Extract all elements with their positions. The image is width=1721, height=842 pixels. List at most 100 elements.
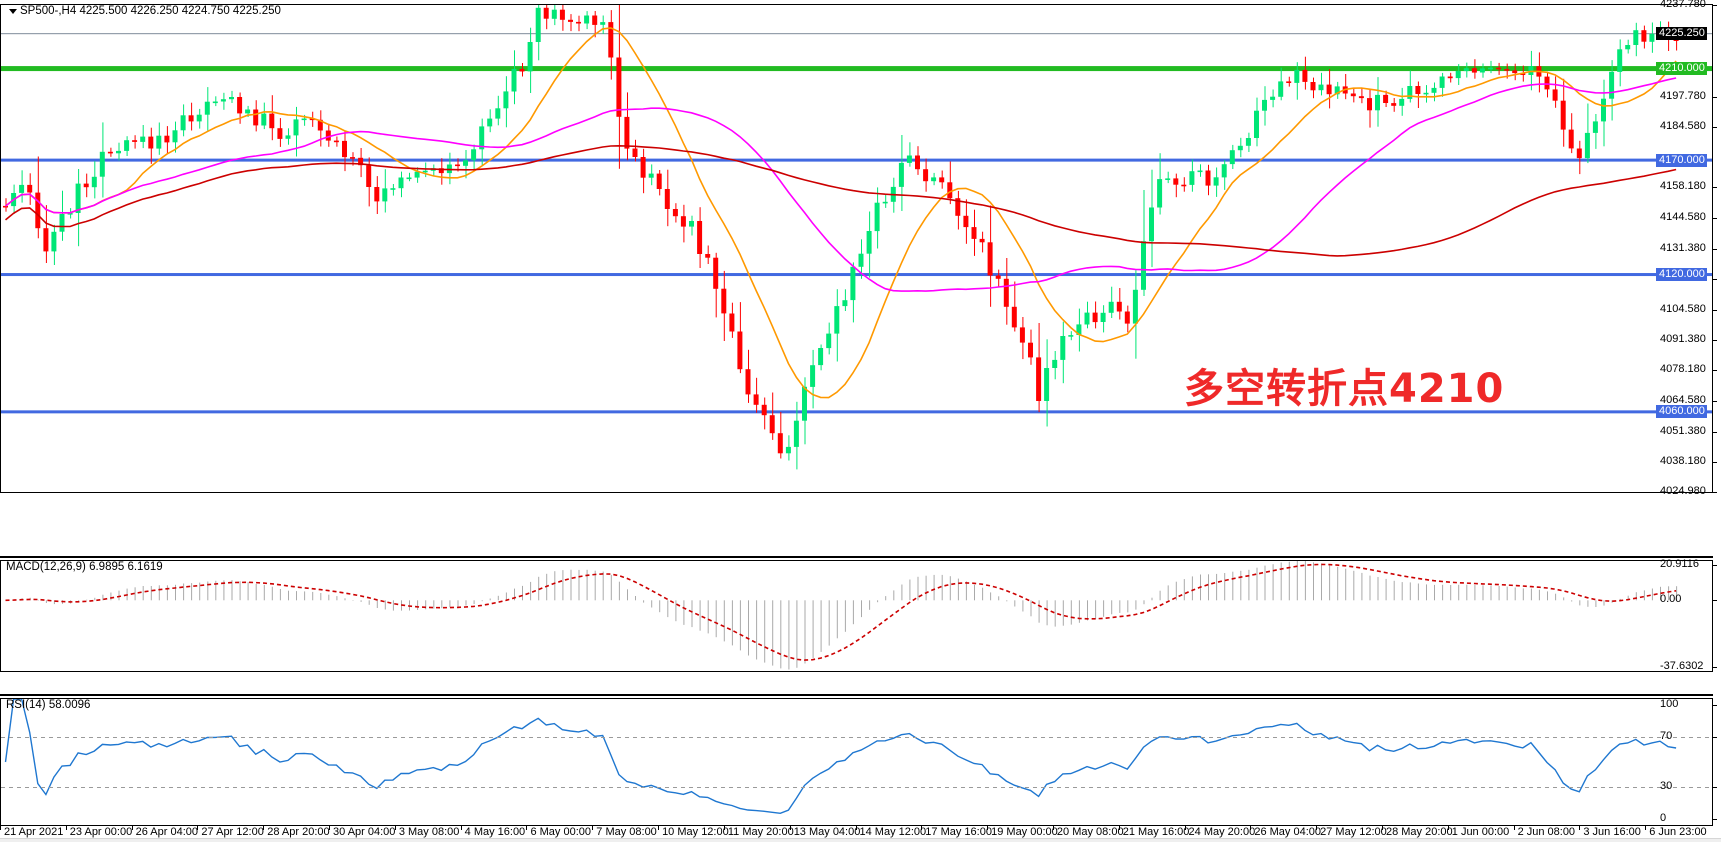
time-axis-tick — [1052, 826, 1054, 830]
time-axis-label: 2 Jun 08:00 — [1517, 826, 1576, 838]
time-axis-label: 1 Jun 00:00 — [1451, 826, 1510, 838]
time-axis-tick — [987, 826, 989, 830]
axis-tick — [1713, 401, 1717, 403]
time-axis-tick — [263, 826, 265, 830]
axis-tick — [1713, 5, 1717, 6]
price-axis-tick-4158.180: 4158.180 — [1660, 180, 1706, 193]
time-axis-label: 17 May 16:00 — [925, 826, 992, 838]
macd-axis-tick-max: 20.9116 — [1660, 558, 1699, 570]
price-tag-4060.000: 4060.000 — [1656, 405, 1707, 419]
axis-tick — [1713, 187, 1717, 189]
price-axis-tick-4051.380: 4051.380 — [1660, 424, 1706, 437]
panel-separator-rsi — [0, 694, 1713, 696]
time-axis-label: 7 May 08:00 — [596, 826, 657, 838]
axis-tick — [1713, 309, 1717, 311]
time-axis-label: 3 May 08:00 — [398, 826, 460, 838]
time-axis-label: 10 May 12:00 — [662, 826, 729, 838]
time-axis-tick — [1250, 826, 1252, 830]
time-axis-label: 11 May 20:00 — [727, 826, 794, 838]
price-axis-tick-4197.780: 4197.780 — [1660, 89, 1706, 102]
macd-axis-tick-min: -37.6302 — [1660, 660, 1704, 672]
axis-tick — [1713, 705, 1717, 706]
time-axis-tick — [329, 826, 331, 830]
axis-tick — [1713, 819, 1717, 820]
rsi-axis-tick-30: 30 — [1660, 780, 1673, 793]
time-axis-tick — [526, 826, 528, 830]
macd-plot-area[interactable] — [1, 561, 1712, 671]
price-axis-tick-4078.180: 4078.180 — [1660, 363, 1706, 376]
rsi-plot-area[interactable] — [1, 699, 1712, 825]
time-axis-label: 3 Jun 16:00 — [1583, 826, 1641, 838]
axis-tick — [1713, 96, 1717, 98]
price-axis-tick-4024.980: 4024.980 — [1660, 485, 1706, 497]
time-axis-label: 26 May 04:00 — [1254, 826, 1321, 838]
time-axis-label: 28 Apr 20:00 — [267, 826, 330, 838]
price-plot-area[interactable] — [1, 5, 1712, 492]
time-axis-label: 23 Apr 00:00 — [69, 826, 133, 838]
time-axis-label: 27 Apr 12:00 — [201, 826, 264, 838]
axis-tick — [1713, 126, 1717, 128]
price-axis-tick-4104.580: 4104.580 — [1660, 302, 1706, 315]
panel-separator-macd — [0, 556, 1713, 558]
macd-axis-tick-zero: 0.00 — [1660, 593, 1682, 606]
time-axis-tick — [65, 826, 67, 830]
time-axis-label: 21 May 16:00 — [1122, 826, 1190, 838]
time-axis-label: 21 Apr 2021 — [4, 826, 64, 838]
time-axis-tick — [460, 826, 462, 830]
price-chart-panel[interactable] — [0, 4, 1713, 493]
axis-tick — [1713, 370, 1717, 372]
time-axis-label: 4 May 16:00 — [464, 826, 526, 838]
axis-tick — [1713, 248, 1717, 250]
time-axis-label: 30 Apr 04:00 — [333, 826, 396, 838]
macd-series-svg — [5, 561, 1678, 670]
time-axis-label: 6 May 00:00 — [530, 826, 591, 838]
rsi-panel[interactable] — [0, 698, 1713, 826]
macd-panel[interactable] — [0, 560, 1713, 672]
time-axis-tick — [0, 826, 1, 830]
price-tag-4170.000: 4170.000 — [1656, 153, 1707, 167]
price-axis-tick-4064.580: 4064.580 — [1660, 394, 1706, 407]
rsi-axis-tick-70: 70 — [1660, 729, 1673, 742]
time-axis-label: 14 May 12:00 — [859, 826, 927, 838]
axis-tick — [1713, 340, 1717, 342]
axis-tick — [1713, 218, 1717, 220]
time-axis-tick — [789, 826, 791, 830]
price-axis-tick-4237.780: 4237.780 — [1660, 0, 1706, 10]
time-axis-label: 27 May 12:00 — [1320, 826, 1387, 838]
rsi-level-70-line — [1, 736, 1712, 738]
price-tag-4225.250: 4225.250 — [1656, 27, 1707, 41]
chart-annotation-text: 多空转折点4210 — [1184, 366, 1505, 412]
macd-indicator-label: MACD(12,26,9) 6.9895 6.1619 — [6, 561, 163, 573]
time-axis-label: 28 May 20:00 — [1385, 826, 1453, 838]
rsi-series-svg — [4, 699, 1677, 815]
price-axis-tick-4038.180: 4038.180 — [1660, 454, 1706, 467]
time-axis-tick — [1316, 826, 1318, 830]
time-axis-tick — [1447, 826, 1449, 830]
axis-tick — [1713, 667, 1717, 668]
time-axis-tick — [1645, 826, 1647, 830]
time-axis-tick — [1513, 826, 1515, 830]
rsi-axis-tick-100: 100 — [1660, 698, 1679, 710]
time-axis-tick — [131, 826, 133, 830]
time-axis-tick — [394, 826, 396, 830]
time-axis-tick — [197, 826, 199, 830]
time-axis-tick — [855, 826, 857, 830]
time-axis-label: 26 Apr 04:00 — [135, 826, 198, 838]
time-axis-tick — [658, 826, 660, 830]
price-axis-tick-4184.580: 4184.580 — [1660, 119, 1706, 132]
triangle-down-icon[interactable] — [9, 9, 17, 14]
time-axis-label: 19 May 00:00 — [991, 826, 1058, 838]
time-axis-tick — [921, 826, 923, 830]
rsi-indicator-label: RSI(14) 58.0096 — [6, 699, 91, 711]
time-axis-label: 13 May 04:00 — [793, 826, 861, 838]
time-axis-label: 24 May 20:00 — [1188, 826, 1256, 838]
price-axis-tick-4091.380: 4091.380 — [1660, 333, 1706, 346]
axis-tick — [1713, 431, 1717, 433]
time-axis-tick — [1381, 826, 1383, 830]
axis-tick — [1713, 565, 1717, 566]
axis-tick — [1713, 278, 1717, 280]
price-tag-4210.000: 4210.000 — [1656, 62, 1707, 76]
time-axis-tick — [1184, 826, 1186, 830]
axis-tick — [1713, 492, 1717, 493]
